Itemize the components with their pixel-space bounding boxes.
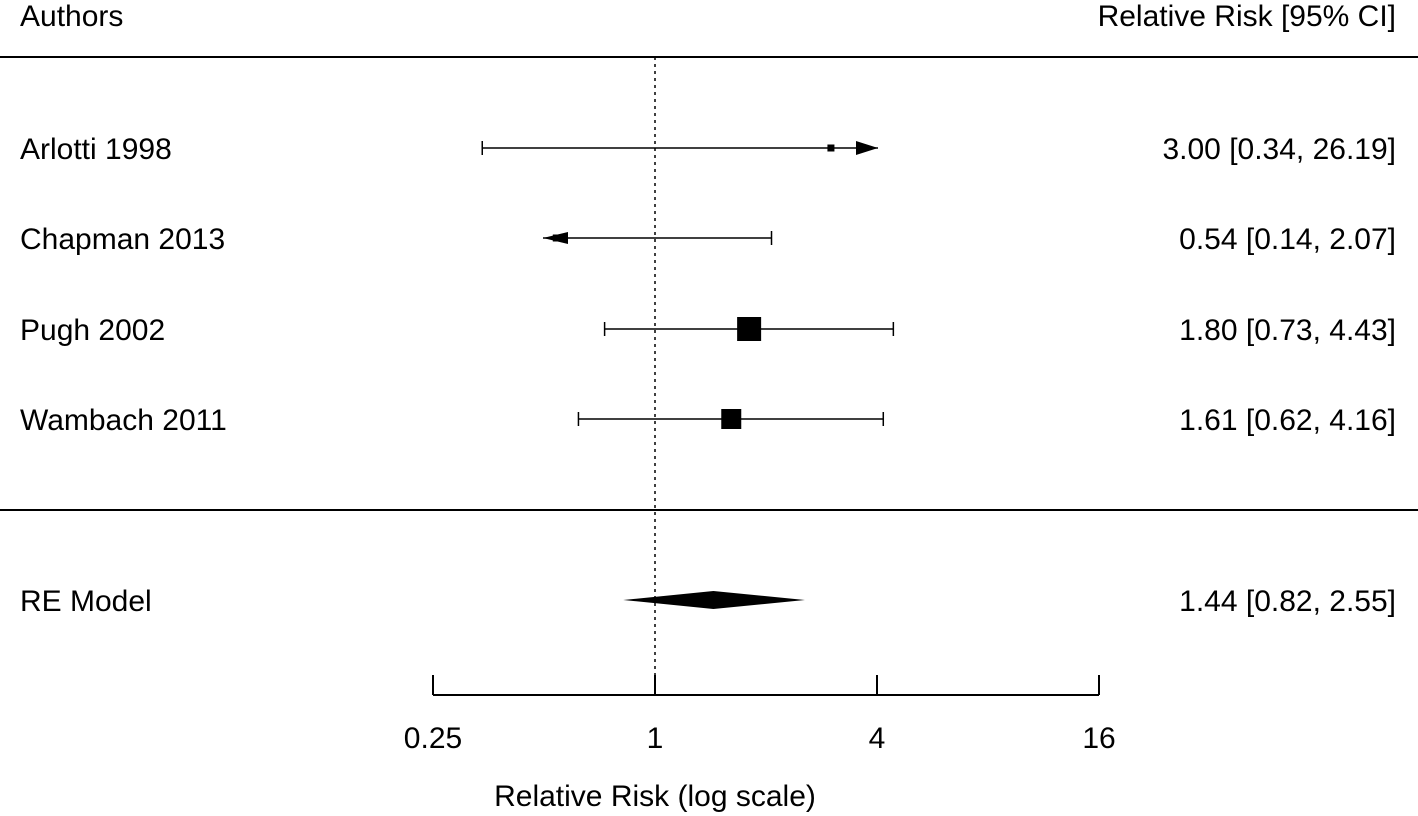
header-authors: Authors <box>20 0 123 33</box>
header-relative-risk: Relative Risk [95% CI] <box>1098 0 1396 33</box>
study-label: Chapman 2013 <box>20 223 225 256</box>
study-label: Arlotti 1998 <box>20 133 172 166</box>
summary-label: RE Model <box>20 585 152 618</box>
x-tick-label: 4 <box>869 722 886 755</box>
x-axis-label: Relative Risk (log scale) <box>494 780 816 813</box>
x-tick-label: 1 <box>647 722 664 755</box>
summary-row: RE Model 1.44 [0.82, 2.55] <box>20 585 1396 618</box>
ci-text: 1.61 [0.62, 4.16] <box>1179 404 1396 437</box>
ci-text: 0.54 [0.14, 2.07] <box>1179 223 1396 256</box>
x-axis: 0.25 1 4 16 <box>404 675 1116 755</box>
ci-text: 3.00 [0.34, 26.19] <box>1162 133 1396 166</box>
ci-text: 1.80 [0.73, 4.43] <box>1179 314 1396 347</box>
summary-diamond <box>623 591 805 609</box>
point-estimate <box>827 144 835 152</box>
study-row: Arlotti 1998 3.00 [0.34, 26.19] <box>20 133 1396 166</box>
point-estimate <box>737 317 762 341</box>
x-tick-label: 0.25 <box>404 722 462 755</box>
x-tick-label: 16 <box>1082 722 1115 755</box>
ci-arrow-right <box>856 141 878 155</box>
study-rows: Arlotti 1998 3.00 [0.34, 26.19] Chapman 20… <box>20 133 1396 437</box>
study-row: Wambach 2011 1.61 [0.62, 4.16] <box>20 404 1396 437</box>
study-row: Chapman 2013 0.54 [0.14, 2.07] <box>20 223 1396 256</box>
study-label: Wambach 2011 <box>20 404 227 437</box>
study-row: Pugh 2002 1.80 [0.73, 4.43] <box>20 314 1396 347</box>
summary-ci-text: 1.44 [0.82, 2.55] <box>1179 585 1396 618</box>
point-estimate <box>721 409 742 429</box>
study-label: Pugh 2002 <box>20 314 165 347</box>
point-estimate <box>552 234 560 242</box>
